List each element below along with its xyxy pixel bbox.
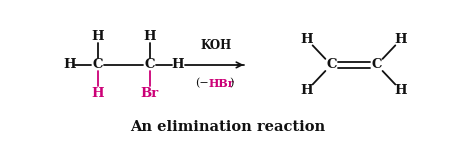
Text: H: H bbox=[301, 33, 313, 46]
Text: (−: (− bbox=[195, 78, 209, 88]
Text: H: H bbox=[91, 30, 104, 43]
Text: H: H bbox=[301, 84, 313, 97]
Text: H: H bbox=[395, 33, 407, 46]
Text: H: H bbox=[172, 58, 184, 71]
Text: KOH: KOH bbox=[200, 39, 231, 52]
Text: C: C bbox=[92, 58, 103, 71]
Text: C: C bbox=[144, 58, 155, 71]
Text: An elimination reaction: An elimination reaction bbox=[130, 120, 325, 134]
Text: Br: Br bbox=[140, 87, 159, 100]
Text: HBr: HBr bbox=[209, 78, 234, 89]
Text: C: C bbox=[371, 58, 382, 71]
Text: C: C bbox=[326, 58, 337, 71]
Text: ): ) bbox=[229, 78, 233, 88]
Text: H: H bbox=[63, 58, 75, 71]
Text: H: H bbox=[143, 30, 156, 43]
Text: H: H bbox=[91, 87, 104, 100]
Text: H: H bbox=[395, 84, 407, 97]
